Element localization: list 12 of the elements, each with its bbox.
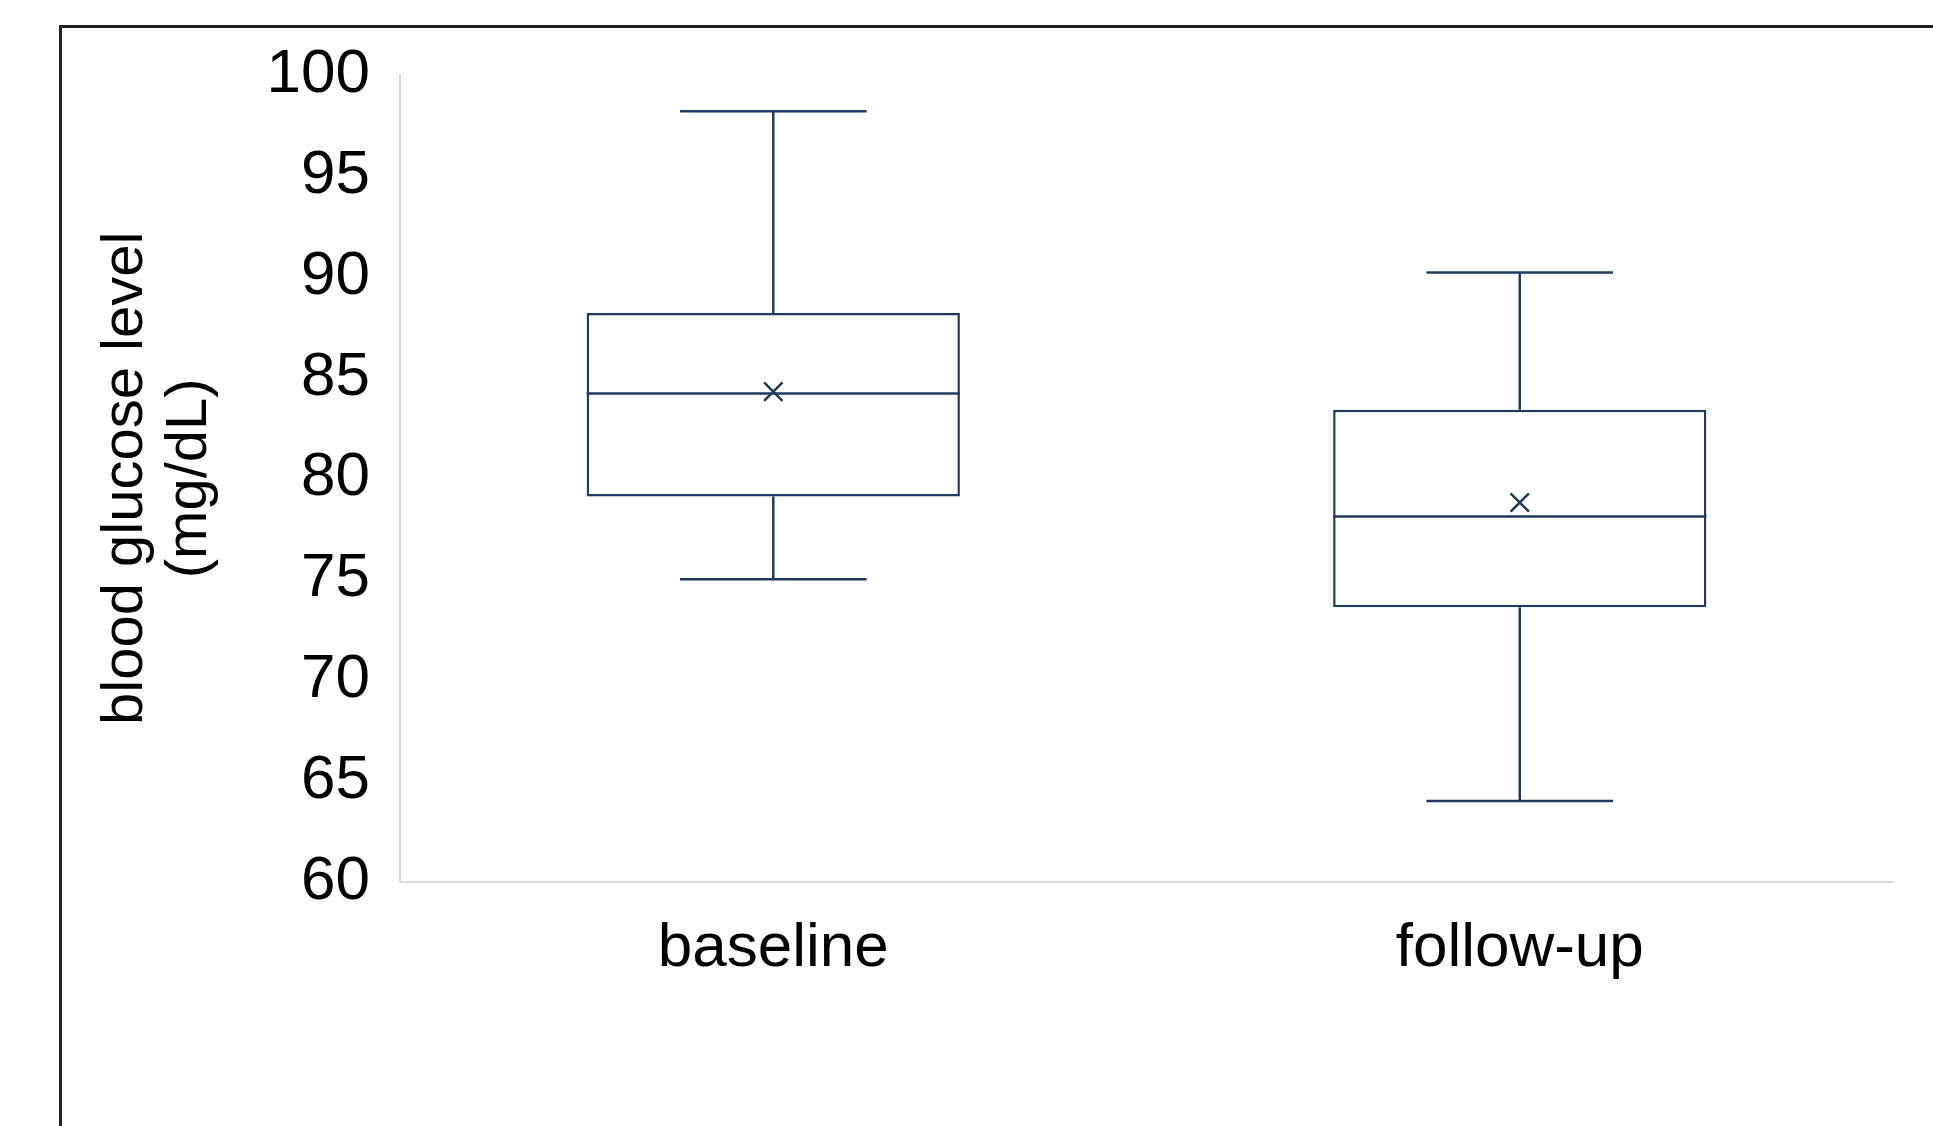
x-tick-label: baseline (657, 909, 889, 979)
y-tick-label: 60 (301, 842, 371, 912)
y-tick-label: 80 (301, 439, 371, 509)
y-tick-label: 75 (301, 540, 371, 610)
y-axis-title: blood glucose level (mg/dL) (88, 231, 218, 725)
y-tick-label: 95 (301, 136, 371, 206)
y-tick-label: 90 (301, 237, 371, 307)
y-tick-label: 65 (301, 741, 371, 811)
y-tick-label: 85 (301, 338, 371, 408)
y-tick-label: 70 (301, 641, 371, 711)
x-tick-label: follow-up (1395, 909, 1644, 979)
y-tick-label: 100 (266, 36, 371, 106)
